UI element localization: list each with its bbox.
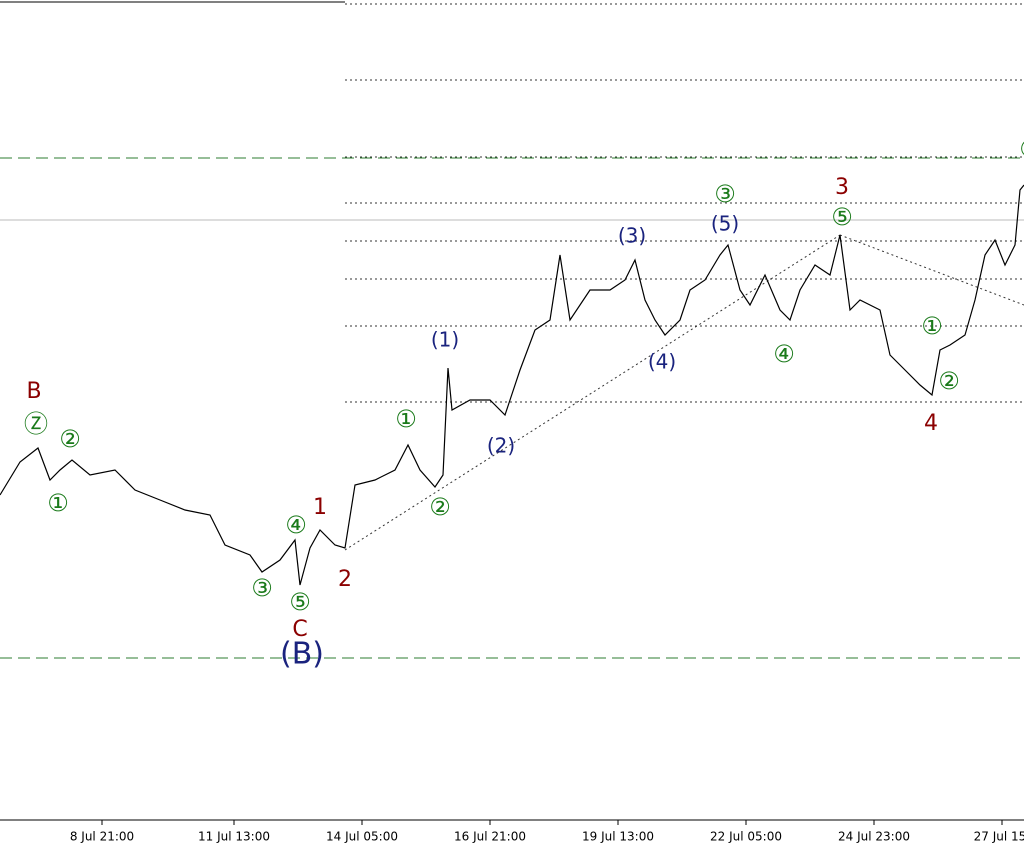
x-tick-label: 14 Jul 05:00 [326, 830, 398, 844]
wave-label: (2) [487, 434, 515, 458]
wave-label: ④ [773, 340, 795, 368]
wave-label: ⑤ [289, 588, 311, 616]
wave-label: ② [59, 425, 81, 453]
price-line [0, 184, 1024, 586]
wave-label: 2 [338, 567, 352, 592]
wave-label: (1) [431, 328, 459, 352]
wave-label: ② [938, 367, 960, 395]
wave-label: ⑤ [831, 203, 853, 231]
x-tick-label: 27 Jul 15: [974, 830, 1024, 844]
wave-label: ① [47, 489, 69, 517]
levels [0, 1, 1024, 659]
wave-label: C [292, 617, 307, 642]
wave-label: (3) [618, 224, 646, 248]
x-tick-label: 24 Jul 23:00 [838, 830, 910, 844]
wave-label: 4 [924, 411, 938, 436]
wave-labels: B Ⓩ ② ① ③ ④ ⑤ C (B) 1 2 ① ② (1) (2) (3) … [24, 135, 1024, 672]
wave-label: 3 [835, 175, 849, 200]
wave-label: Ⓩ [24, 410, 48, 438]
trend-line [344, 234, 841, 551]
x-tick-label: 19 Jul 13:00 [582, 830, 654, 844]
wave-label: ④ [285, 511, 307, 539]
wave-label: 1 [313, 495, 327, 520]
x-tick-label: 11 Jul 13:00 [198, 830, 270, 844]
wave-label: ① [1019, 135, 1024, 163]
wave-label: (4) [648, 350, 676, 374]
trend-line [839, 234, 1024, 306]
x-tick-label: 8 Jul 21:00 [70, 830, 134, 844]
wave-label: ① [395, 405, 417, 433]
wave-label: B [26, 379, 41, 404]
wave-label: ① [921, 312, 943, 340]
x-tick-label: 22 Jul 05:00 [710, 830, 782, 844]
wave-label: (5) [711, 212, 739, 236]
x-tick-label: 16 Jul 21:00 [454, 830, 526, 844]
wave-label: (B) [280, 637, 324, 672]
wave-label: ③ [714, 180, 736, 208]
wave-label: ② [429, 493, 451, 521]
wave-label: ③ [251, 574, 273, 602]
